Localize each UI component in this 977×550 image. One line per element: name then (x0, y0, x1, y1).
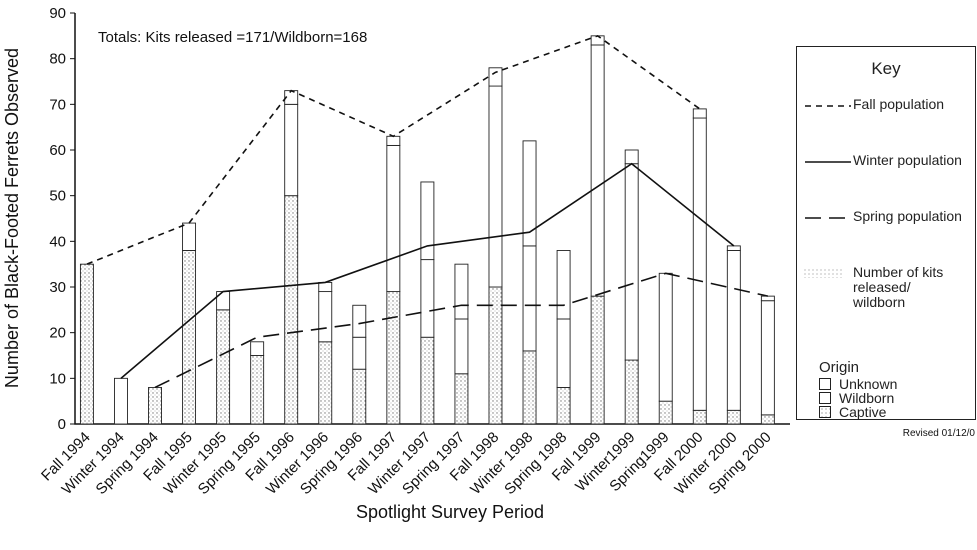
legend-item: Winter population (803, 153, 965, 169)
legend-item: Captive (819, 405, 951, 419)
bar-segment (590, 35, 605, 46)
bar-segment (488, 286, 503, 425)
bar-segment (488, 85, 503, 288)
bar-segment (386, 144, 401, 293)
bar-segment (556, 250, 571, 320)
bar-segment (624, 149, 639, 165)
bar-segment (216, 291, 231, 311)
legend-swatch (805, 161, 851, 163)
bar-segment (522, 245, 537, 352)
bar-segment (182, 250, 197, 425)
bar-segment (692, 117, 707, 411)
bar-segment (318, 281, 333, 293)
origin-title: Origin (819, 359, 860, 376)
bar-segment (216, 309, 231, 425)
bar-segment (624, 359, 639, 425)
population-line (86, 34, 701, 265)
legend-label: Unknown (839, 376, 898, 392)
bar-segment (454, 318, 469, 375)
bar-segment (318, 291, 333, 343)
bar-segment (590, 295, 605, 425)
bar-segment (250, 355, 265, 425)
legend-label: Wildborn (839, 390, 895, 406)
bar-segment (726, 409, 741, 425)
legend-label: Spring population (853, 208, 962, 224)
y-tick-label: 90 (49, 5, 66, 22)
legend-swatch (805, 217, 851, 219)
bar-segment (658, 400, 673, 425)
legend-title: Key (871, 59, 901, 78)
bar-segment (250, 341, 265, 356)
bar-segment (182, 222, 197, 251)
bar-segment (590, 44, 605, 297)
legend-item: Fall population (803, 97, 965, 113)
y-tick-label: 50 (49, 188, 66, 205)
bar-segment (624, 163, 639, 361)
y-tick-label: 40 (49, 233, 66, 250)
bar-segment (692, 108, 707, 119)
bar-segment (454, 373, 469, 425)
legend-swatch (819, 406, 831, 418)
bar-segment (284, 103, 299, 197)
bar-segment (352, 368, 367, 425)
population-line (120, 162, 735, 379)
y-tick-label: 30 (49, 279, 66, 296)
y-axis-title: Number of Black-Footed Ferrets Observed (2, 48, 22, 388)
y-tick-label: 80 (49, 51, 66, 68)
bar-segment (522, 140, 537, 247)
y-tick-label: 10 (49, 370, 66, 387)
legend-swatch (803, 268, 843, 278)
bar-segment (658, 272, 673, 402)
bar-segment (352, 304, 367, 338)
bar-segment (488, 67, 503, 87)
legend-label: Winter population (853, 152, 962, 168)
legend: Key Origin Fall population Winter populat… (796, 46, 976, 420)
bar-segment (760, 300, 775, 416)
x-axis-title: Spotlight Survey Period (356, 502, 544, 522)
bar-segment (114, 377, 128, 425)
legend-swatch (819, 392, 831, 404)
legend-label: Number of kits released/ wildborn (853, 264, 944, 310)
legend-label: Captive (839, 404, 887, 420)
population-line (154, 272, 769, 389)
bar-segment (386, 135, 401, 146)
bar-segment (420, 181, 435, 261)
bar-segment (556, 318, 571, 388)
bar-segment (352, 336, 367, 370)
bar-segment (420, 259, 435, 338)
bar-segment (522, 350, 537, 425)
y-tick-label: 20 (49, 325, 66, 342)
bar-segment (760, 414, 775, 425)
annotation: Totals: Kits released =171/Wildborn=168 (98, 29, 367, 46)
legend-label: Fall population (853, 96, 945, 112)
bar-segment (79, 263, 94, 425)
revised-note: Revised 01/12/0 (903, 428, 976, 439)
legend-item: Unknown (819, 377, 951, 391)
bar-segment (284, 195, 299, 425)
legend-item: Spring population (803, 209, 965, 225)
legend-swatch (805, 105, 851, 107)
legend-item: Number of kits released/ wildborn (803, 265, 965, 310)
legend-swatch (819, 378, 831, 390)
legend-item: Wildborn (819, 391, 951, 405)
bar-segment (726, 250, 741, 411)
bar-segment (760, 295, 775, 302)
bar-segment (556, 387, 571, 425)
bar-segment (420, 336, 435, 425)
y-tick-label: 70 (49, 96, 66, 113)
bar-segment (726, 245, 741, 251)
bar-segment (148, 387, 162, 425)
bar-segment (318, 341, 333, 425)
bar-segment (692, 409, 707, 425)
y-tick-label: 0 (58, 416, 66, 433)
y-tick-label: 60 (49, 142, 66, 159)
bar-segment (454, 263, 469, 320)
bar-segment (386, 291, 401, 425)
